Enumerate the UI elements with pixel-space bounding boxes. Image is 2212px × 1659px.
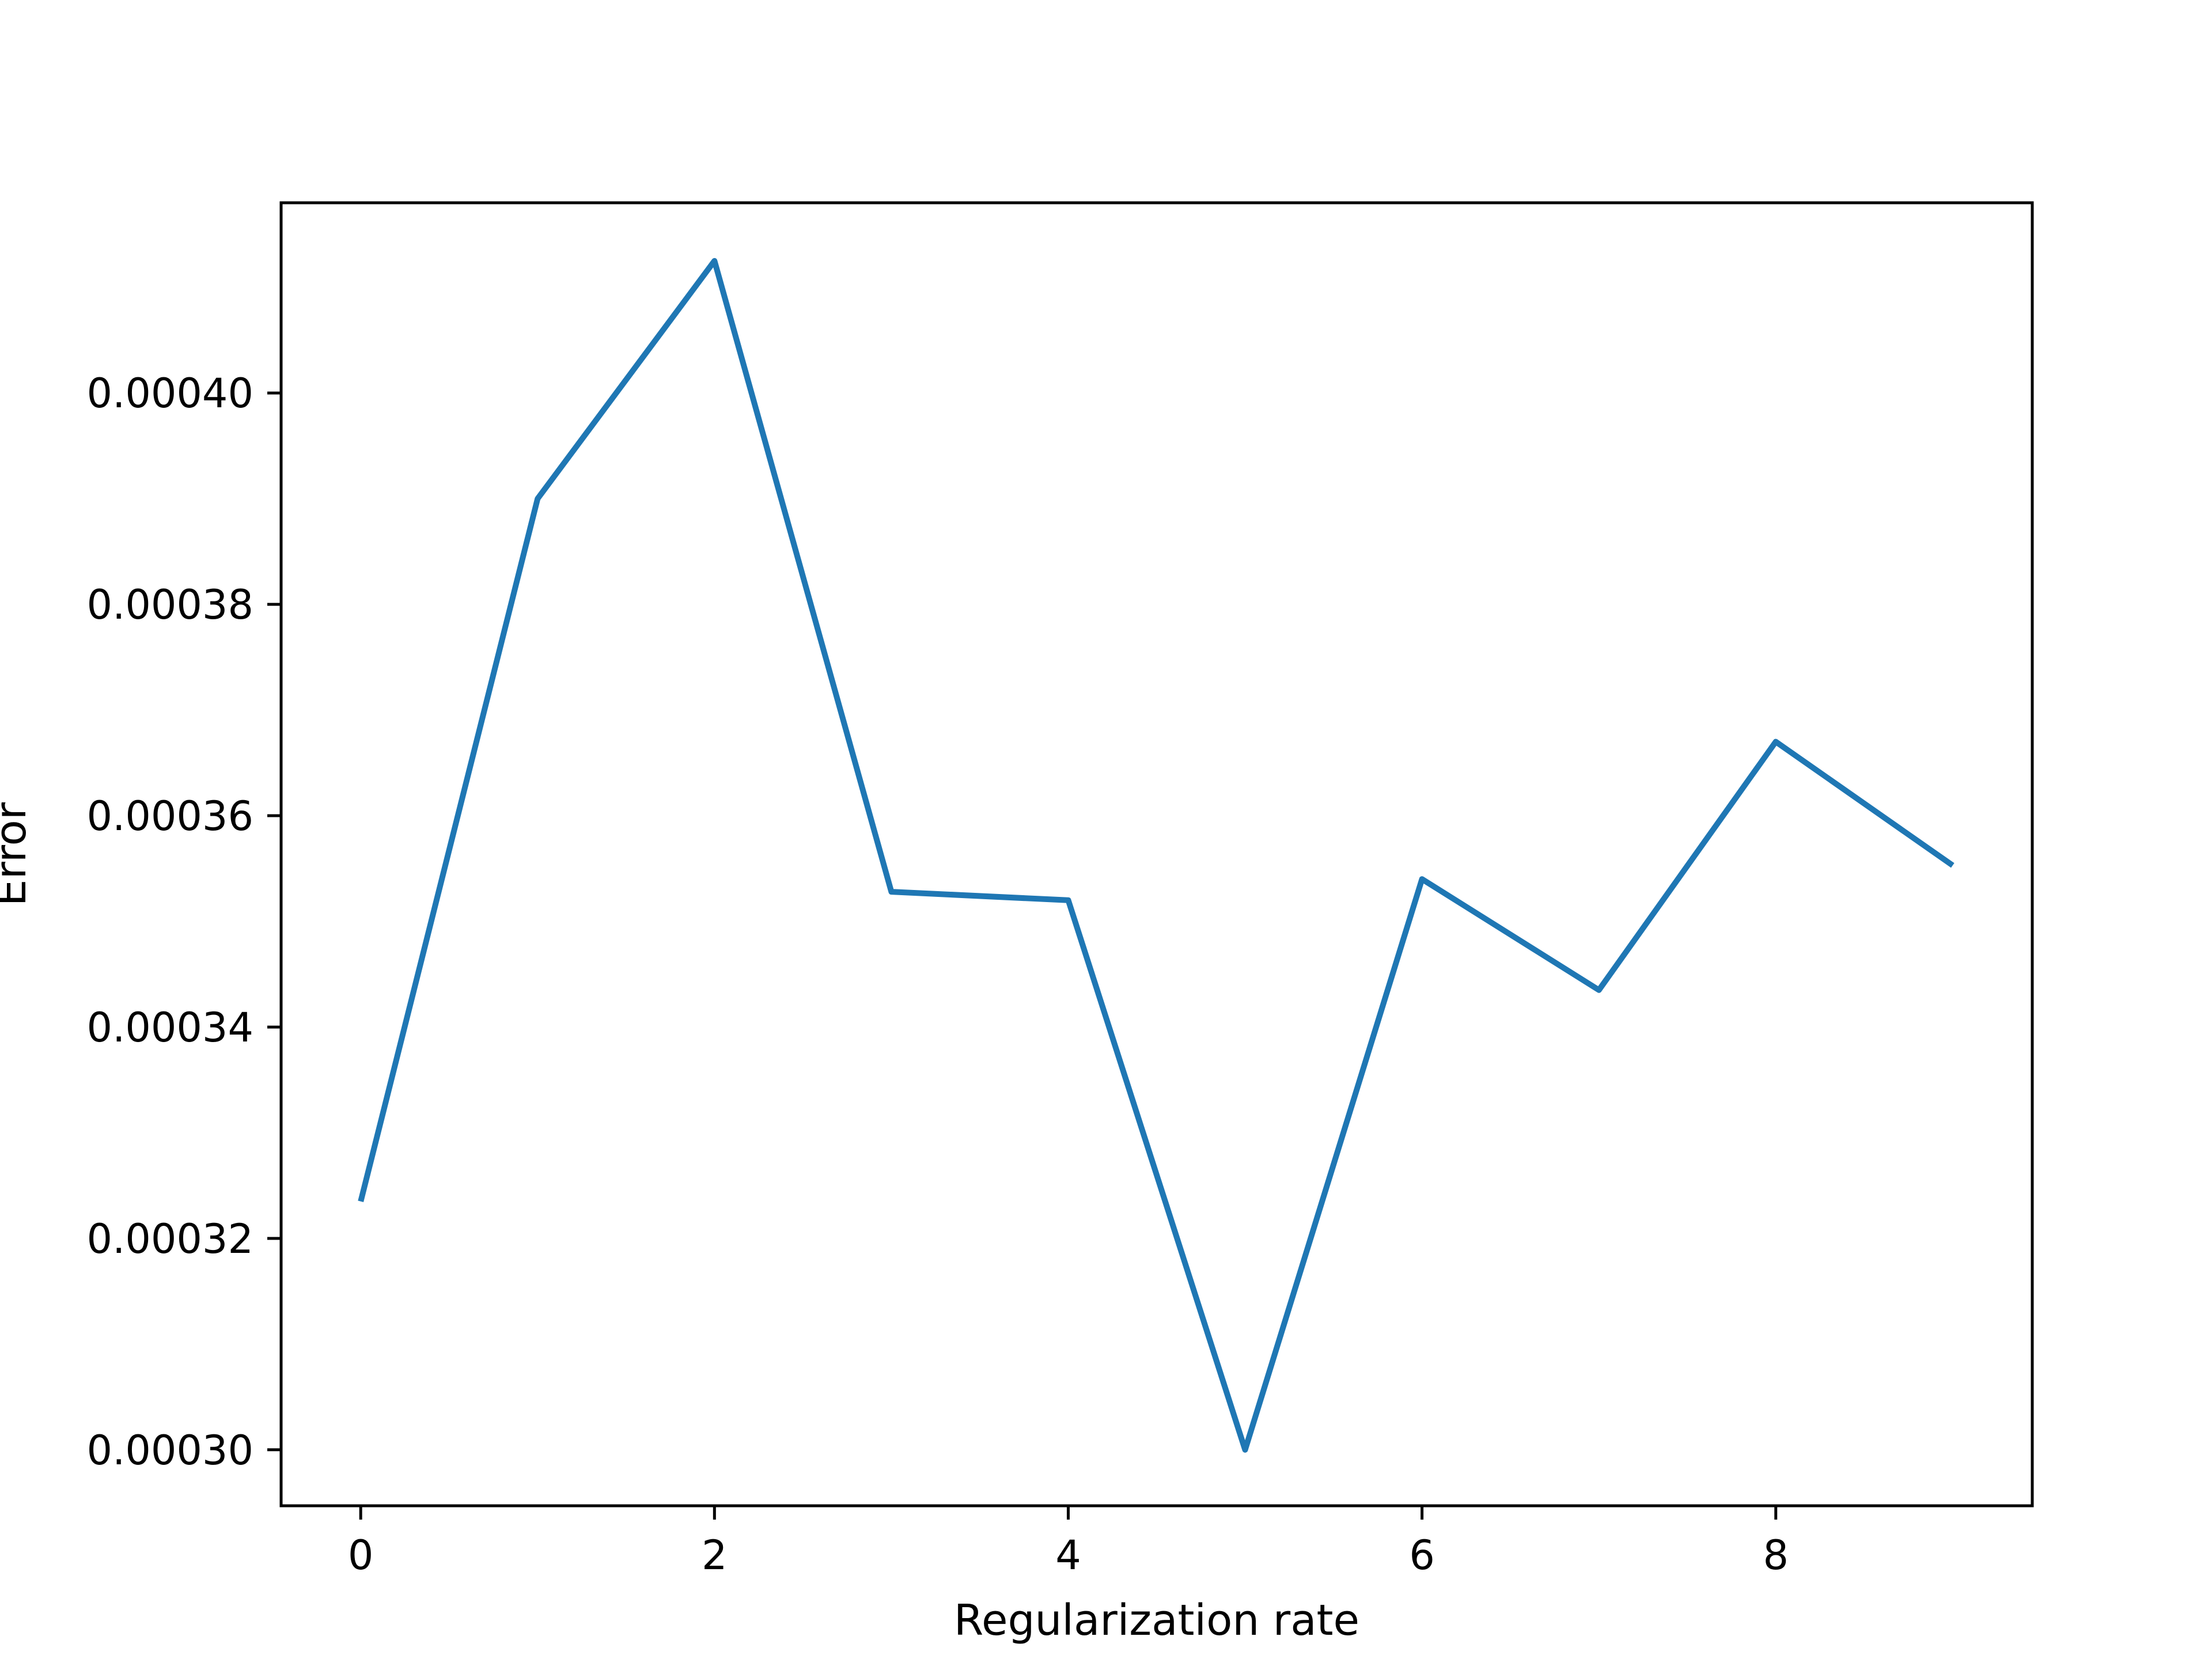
series-layer <box>358 257 1955 1453</box>
x-tick-label: 8 <box>1763 1532 1789 1579</box>
x-tick-label: 4 <box>1055 1532 1081 1579</box>
axes-layer <box>279 201 2034 1508</box>
ticks-layer: 0 2 4 6 8 0.00030 0.00032 0.00034 0.00036 0.00038… <box>87 370 1789 1579</box>
x-tick-label: 0 <box>348 1532 374 1579</box>
y-tick-label: 0.00034 <box>87 1004 253 1051</box>
y-tick-label: 0.00030 <box>87 1427 253 1474</box>
y-tick-label: 0.00040 <box>87 370 253 417</box>
x-axis-label: Regularization rate <box>954 1596 1359 1645</box>
y-axis-label: Error <box>0 802 36 906</box>
x-tick-label: 2 <box>702 1532 728 1579</box>
x-tick-label: 6 <box>1409 1532 1435 1579</box>
y-tick-label: 0.00038 <box>87 581 253 628</box>
series-line-0 <box>358 257 1955 1453</box>
y-tick-label: 0.00036 <box>87 793 253 840</box>
y-tick-label: 0.00032 <box>87 1215 253 1263</box>
plot-frame <box>279 201 2034 1508</box>
